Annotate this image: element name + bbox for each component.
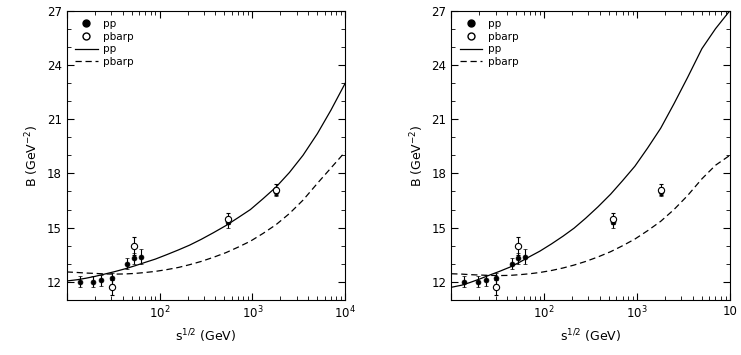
X-axis label: s$^{1/2}$ (GeV): s$^{1/2}$ (GeV) [176,327,236,345]
Y-axis label: B (GeV$^{-2}$): B (GeV$^{-2}$) [408,124,426,187]
Y-axis label: B (GeV$^{-2}$): B (GeV$^{-2}$) [24,124,41,187]
Legend: pp, pbarp, pp, pbarp: pp, pbarp, pp, pbarp [456,15,522,71]
X-axis label: s$^{1/2}$ (GeV): s$^{1/2}$ (GeV) [560,327,621,345]
Legend: pp, pbarp, pp, pbarp: pp, pbarp, pp, pbarp [71,15,138,71]
